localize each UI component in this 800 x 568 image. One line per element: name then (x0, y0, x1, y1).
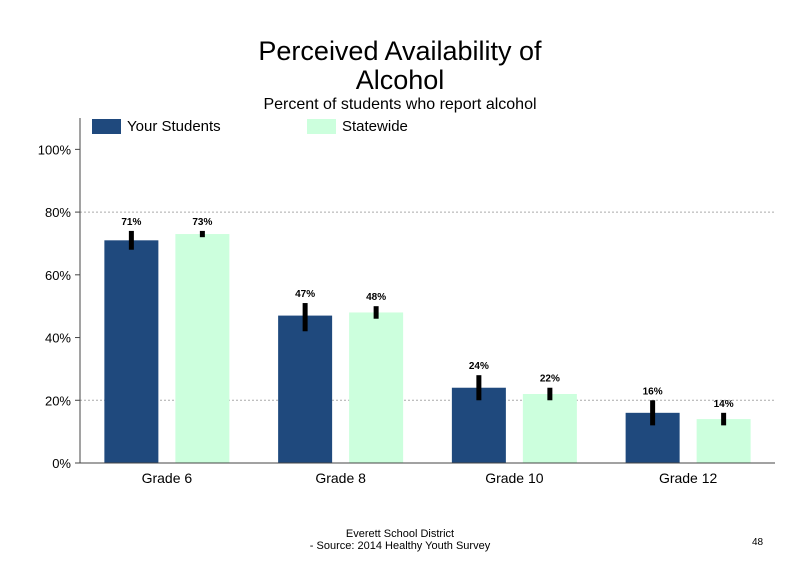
legend-swatch-statewide (307, 118, 336, 134)
legend-item-your-students: Your Students (92, 117, 221, 135)
legend-label-statewide: Statewide (342, 117, 408, 135)
legend-item-statewide: Statewide (307, 117, 408, 135)
legend-swatch-your-students (92, 118, 121, 134)
y-tick-label: 80% (45, 205, 71, 220)
x-tick-label: Grade 12 (659, 470, 718, 486)
chart-title: Perceived Availability of Alcohol (0, 37, 800, 95)
y-tick-label: 100% (38, 142, 72, 157)
data-label: 24% (469, 361, 489, 372)
footer-district: Everett School District (345, 528, 455, 540)
chart-title-line1: Perceived Availability of (258, 36, 542, 66)
bar (349, 312, 404, 463)
footer-source: - Source: 2014 Healthy Youth Survey (309, 540, 491, 552)
y-tick-label: 60% (45, 268, 71, 283)
y-tick-label: 20% (45, 393, 71, 408)
x-tick-label: Grade 6 (142, 470, 193, 486)
chart-subtitle: Percent of students who report alcohol (263, 96, 537, 113)
y-tick-label: 0% (52, 456, 71, 471)
chart-title-line2: Alcohol (355, 65, 445, 95)
data-label: 14% (714, 399, 734, 410)
x-tick-label: Grade 8 (315, 470, 366, 486)
bar (278, 315, 333, 463)
data-label: 22% (540, 374, 560, 385)
data-label: 16% (643, 386, 663, 397)
x-tick-label: Grade 10 (485, 470, 544, 486)
data-label: 47% (295, 289, 315, 300)
bar (522, 394, 577, 463)
page-number: 48 (752, 537, 764, 548)
legend-label-your-students: Your Students (127, 117, 221, 135)
bar (104, 240, 159, 463)
data-label: 48% (366, 292, 386, 303)
footer: Everett School District - Source: 2014 H… (0, 528, 800, 552)
data-label: 73% (192, 217, 212, 228)
data-label: 71% (121, 217, 141, 228)
bar (696, 419, 751, 463)
bar (175, 234, 230, 463)
y-tick-label: 40% (45, 331, 71, 346)
